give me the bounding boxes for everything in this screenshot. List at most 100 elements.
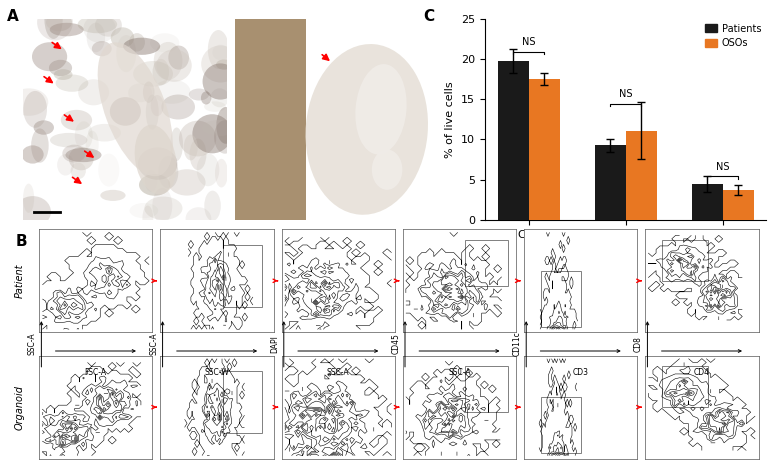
Text: C: C (423, 8, 434, 24)
Ellipse shape (156, 49, 192, 82)
Ellipse shape (168, 169, 206, 196)
Ellipse shape (117, 35, 136, 72)
Ellipse shape (139, 174, 170, 196)
Ellipse shape (49, 60, 72, 76)
Ellipse shape (70, 162, 86, 179)
Ellipse shape (179, 121, 216, 156)
Ellipse shape (69, 146, 94, 170)
Ellipse shape (23, 183, 34, 213)
Ellipse shape (151, 95, 163, 116)
Ellipse shape (111, 27, 135, 48)
Ellipse shape (201, 91, 211, 104)
Ellipse shape (217, 107, 235, 144)
Bar (723, 190, 754, 220)
Ellipse shape (158, 156, 178, 189)
Ellipse shape (98, 42, 173, 176)
Ellipse shape (133, 61, 173, 87)
Ellipse shape (75, 121, 93, 150)
Ellipse shape (56, 74, 88, 92)
Ellipse shape (202, 120, 238, 136)
Ellipse shape (46, 14, 72, 31)
Legend: Patients, OSOs: Patients, OSOs (705, 23, 762, 49)
Ellipse shape (150, 33, 179, 52)
Ellipse shape (86, 131, 99, 158)
Ellipse shape (185, 207, 211, 230)
Ellipse shape (188, 88, 209, 101)
Ellipse shape (88, 124, 121, 141)
Text: FSC-A: FSC-A (84, 368, 107, 377)
Bar (465, 240, 508, 286)
Bar (235, 19, 306, 220)
Bar (662, 240, 708, 281)
Bar (662, 366, 708, 407)
Ellipse shape (196, 154, 219, 186)
Ellipse shape (95, 14, 122, 37)
Ellipse shape (77, 15, 117, 33)
Ellipse shape (57, 154, 74, 176)
Ellipse shape (99, 154, 120, 187)
Ellipse shape (306, 44, 428, 215)
Ellipse shape (153, 80, 190, 104)
Ellipse shape (216, 59, 232, 70)
Bar (497, 60, 529, 220)
Ellipse shape (208, 30, 229, 69)
Ellipse shape (123, 37, 160, 55)
Text: SSC-A: SSC-A (28, 333, 37, 355)
Ellipse shape (210, 88, 229, 107)
Text: SSC-A: SSC-A (448, 368, 471, 377)
Ellipse shape (142, 205, 153, 232)
Ellipse shape (143, 81, 155, 103)
Text: SSC-W: SSC-W (205, 368, 229, 377)
Ellipse shape (61, 110, 92, 131)
Ellipse shape (161, 95, 195, 119)
Ellipse shape (204, 190, 221, 221)
Ellipse shape (130, 203, 158, 218)
Text: SSC-A: SSC-A (149, 333, 158, 355)
Ellipse shape (145, 197, 182, 220)
Ellipse shape (145, 95, 159, 130)
Ellipse shape (355, 64, 407, 154)
Bar (691, 184, 723, 220)
Ellipse shape (215, 159, 228, 188)
Ellipse shape (152, 59, 169, 85)
Text: NS: NS (522, 37, 536, 47)
Ellipse shape (154, 42, 182, 80)
Ellipse shape (87, 22, 105, 52)
Ellipse shape (129, 33, 145, 51)
Text: Organoid: Organoid (15, 385, 24, 430)
Ellipse shape (192, 114, 232, 154)
Ellipse shape (78, 79, 109, 105)
Ellipse shape (145, 170, 157, 192)
Text: Patient: Patient (15, 263, 24, 298)
Ellipse shape (50, 23, 84, 37)
Bar (541, 397, 581, 453)
Ellipse shape (23, 91, 47, 128)
Ellipse shape (109, 97, 141, 126)
Ellipse shape (31, 128, 48, 163)
Ellipse shape (170, 127, 183, 161)
Ellipse shape (189, 139, 206, 170)
Ellipse shape (100, 190, 126, 201)
Ellipse shape (138, 147, 178, 180)
Ellipse shape (34, 120, 54, 135)
Text: NS: NS (619, 89, 633, 99)
Ellipse shape (50, 133, 88, 147)
Ellipse shape (66, 148, 102, 162)
Text: CD11c: CD11c (513, 332, 522, 356)
Ellipse shape (204, 102, 226, 112)
Text: A: A (7, 8, 19, 24)
Ellipse shape (201, 45, 240, 82)
Ellipse shape (135, 125, 177, 194)
Ellipse shape (15, 196, 51, 227)
Bar (465, 366, 508, 412)
Ellipse shape (63, 145, 86, 162)
Bar (594, 145, 626, 220)
Ellipse shape (214, 120, 235, 154)
Ellipse shape (91, 41, 112, 56)
Ellipse shape (84, 15, 116, 43)
Ellipse shape (372, 149, 403, 190)
Ellipse shape (54, 69, 73, 80)
Ellipse shape (152, 188, 172, 223)
Ellipse shape (213, 44, 229, 60)
Ellipse shape (22, 146, 44, 164)
